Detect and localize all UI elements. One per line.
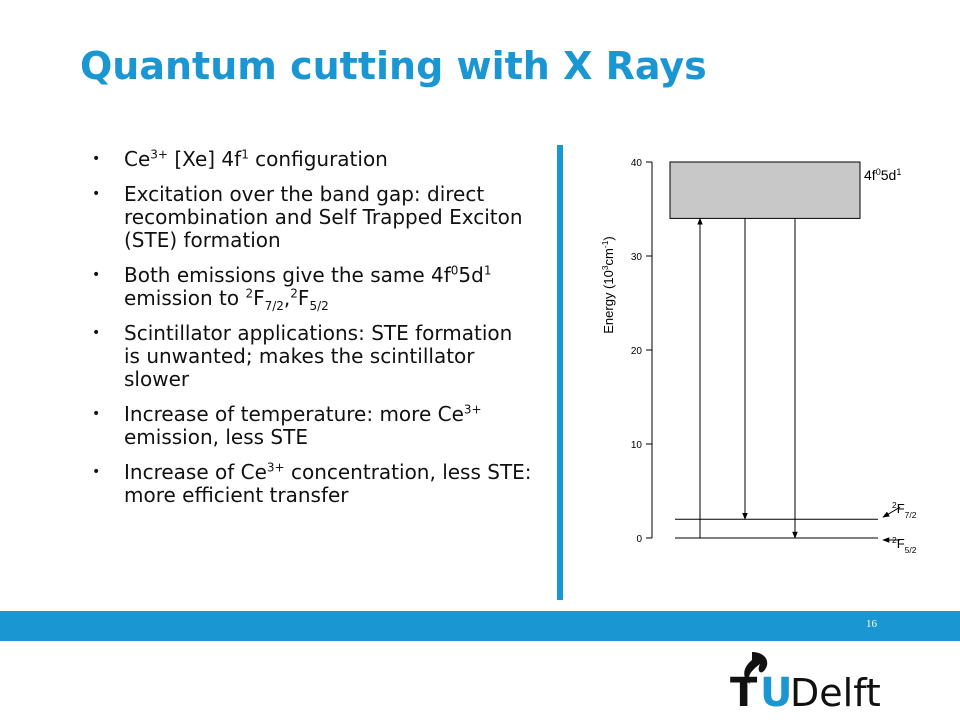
label-part: 2	[892, 500, 897, 510]
y-tick-label: 40	[631, 158, 643, 169]
bullet-text: 0	[450, 263, 459, 278]
bullet: Scintillator applications: STE formation…	[92, 322, 532, 391]
logo-name: Delft	[790, 671, 881, 715]
diagram-label: 4f05d1	[864, 167, 901, 183]
page-number: 16	[866, 618, 877, 630]
bullet-text: configuration	[248, 147, 388, 171]
bullet-text: Increase of temperature: more Ce	[124, 402, 464, 426]
bullet-text: 3+	[150, 147, 168, 162]
bullet-text: Increase of Ce	[124, 460, 267, 484]
bullet: Ce3+ [Xe] 4f1 configuration	[92, 147, 532, 172]
bullet: Excitation over the band gap: direct rec…	[92, 183, 532, 252]
label-part: Energy (10	[601, 270, 616, 334]
bullet: Increase of Ce3+ concentration, less STE…	[92, 461, 532, 507]
bullet-text: 3+	[266, 460, 285, 475]
label-part: 0	[876, 167, 881, 177]
bullet-text: [Xe] 4f	[167, 147, 242, 171]
diagram-label: Energy (103cm-1)	[600, 236, 616, 334]
label-part: 7/2	[905, 510, 917, 520]
bullet-text: 1	[241, 147, 249, 162]
label-part: 4f	[864, 167, 876, 183]
bullet-list: Ce3+ [Xe] 4f1 configurationExcitation ov…	[92, 148, 532, 519]
logo-flame	[744, 652, 768, 684]
bullet-text: Ce	[124, 147, 151, 171]
label-part: F	[897, 536, 905, 551]
y-tick-label: 10	[631, 440, 643, 451]
label-part: F	[897, 501, 905, 516]
footer-band	[0, 611, 960, 641]
bullet-text: 7/2	[264, 299, 284, 313]
level-pointer	[882, 506, 901, 518]
bullet: Increase of temperature: more Ce3+ emiss…	[92, 403, 532, 449]
bullet-text: Both emissions give the same 4f	[124, 263, 451, 287]
label-part: )	[601, 236, 616, 240]
logo-u: U	[760, 670, 792, 716]
bullet-text: F	[297, 286, 310, 310]
band	[669, 161, 861, 219]
bullet-text: concentration, less STE: more efficient …	[124, 460, 532, 507]
bullet-text: 2	[245, 286, 254, 301]
bullet-text: Scintillator applications: STE formation…	[124, 321, 513, 391]
bullet-text: emission to	[124, 286, 246, 310]
y-tick-label: 30	[631, 252, 643, 263]
bullet-text: F	[253, 286, 265, 310]
label-part: 3	[600, 265, 610, 270]
bullet: Both emissions give the same 4f05d1 emis…	[92, 263, 532, 313]
slide-title: Quantum cutting with X Rays	[80, 44, 707, 88]
bullet-text: 3+	[463, 402, 482, 417]
bullet-text: 2	[290, 286, 298, 301]
bullet-text: emission, less STE	[124, 425, 308, 449]
bullet-text: 5/2	[309, 299, 329, 313]
y-tick-label: 0	[636, 534, 642, 545]
logo-t: T	[730, 670, 758, 716]
label-part: -1	[600, 240, 610, 248]
bullet-text: Excitation over the band gap: direct rec…	[124, 182, 523, 252]
label-part: cm	[601, 248, 616, 265]
y-tick-label: 20	[631, 346, 643, 357]
diagram-label: 2F7/2	[892, 500, 917, 520]
label-part: 1	[896, 167, 901, 177]
divider	[557, 145, 563, 600]
bullet-text: 5d	[458, 263, 484, 287]
label-part: 5/2	[905, 545, 917, 555]
bullet-text: 1	[483, 263, 492, 278]
label-part: 5d	[881, 167, 897, 183]
bullet-text: ,	[283, 286, 291, 310]
